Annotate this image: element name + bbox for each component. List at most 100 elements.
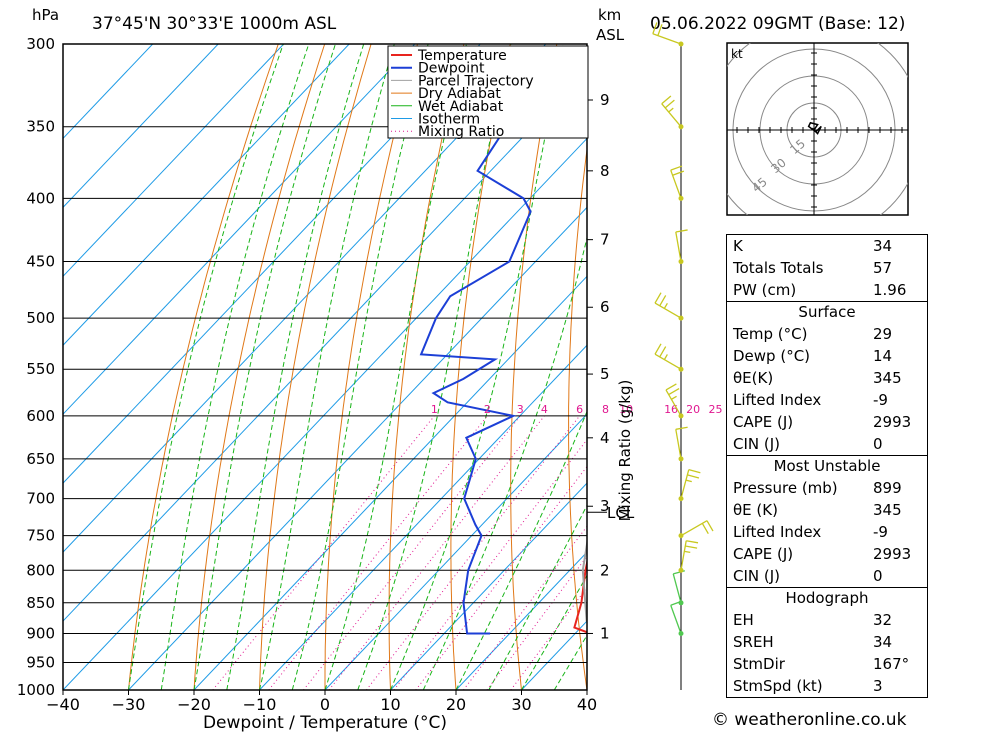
stat-row: CAPE (J) 2993: [733, 413, 912, 431]
dry-adiabat-line: [928, 44, 1000, 690]
legend-entry: Dewpoint: [418, 61, 485, 77]
isotherm-line: [455, 551, 587, 690]
pressure-tick-label: 450: [26, 253, 55, 271]
mixing-ratio-label: 20: [686, 403, 700, 416]
pressure-tick-label: 650: [26, 450, 55, 468]
wet-adiabat-line: [390, 44, 565, 690]
dry-adiabat-line: [193, 44, 326, 690]
x-tick-label: 40: [577, 695, 597, 714]
wind-barb: [675, 231, 682, 262]
km-tick-label: 5: [600, 365, 610, 383]
isotherm-line: [63, 137, 587, 690]
mixing-ratio-label: 16: [664, 403, 678, 416]
x-tick-label: 0: [320, 695, 330, 714]
isotherm-line: [128, 206, 587, 690]
lcl-label: LCL: [607, 504, 635, 522]
wind-station-dot: [678, 366, 684, 372]
pressure-tick-label: 500: [26, 309, 55, 327]
wind-barb-flag: [687, 474, 700, 479]
dry-adiabat-line: [259, 44, 372, 690]
hodograph-unit: kt: [731, 47, 743, 61]
dry-adiabat-line: [975, 44, 1000, 690]
wind-station-dot: [678, 496, 684, 502]
wind-barb-flag: [701, 523, 709, 535]
stat-row: Temp (°C) 29: [733, 325, 893, 343]
stat-row: EH 32: [733, 611, 893, 629]
stat-row-totals: Totals Totals 57: [733, 259, 893, 277]
wind-station-dot: [678, 195, 684, 201]
wind-barb-half: [663, 302, 668, 309]
stat-row: Pressure (mb) 899: [733, 479, 902, 497]
isotherm-line: [63, 44, 350, 346]
wind-barb: [680, 540, 687, 571]
pressure-tick-label: 950: [26, 653, 55, 671]
x-axis-title: Dewpoint / Temperature (°C): [203, 713, 447, 733]
stat-row: Lifted Index -9: [733, 391, 888, 409]
mixing-ratio-label: 2: [484, 403, 491, 416]
stat-row: StmDir 167°: [733, 655, 910, 673]
stat-row: θE(K) 345: [733, 369, 902, 387]
wind-barb: [680, 469, 690, 499]
pressure-tick-label: 350: [26, 118, 55, 136]
legend-entry: Mixing Ratio: [418, 124, 504, 140]
legend-entry: Parcel Trajectory: [418, 73, 534, 89]
x-tick-label: 30: [511, 695, 531, 714]
wind-barb-flag: [675, 229, 688, 233]
x-tick-label: −20: [177, 695, 211, 714]
mixing-ratio-line: [366, 415, 580, 690]
isotherm-line: [193, 275, 587, 690]
km-tick-label: 1: [600, 624, 610, 642]
mixing-ratio-label: 25: [709, 403, 723, 416]
mixing-ratio-label: 4: [541, 403, 548, 416]
hodograph-title: Hodograph: [727, 587, 927, 609]
pressure-tick-label: 300: [26, 35, 55, 53]
dry-adiabat-line: [625, 44, 653, 690]
wind-barb: [672, 573, 682, 603]
pressure-tick-label: 400: [26, 189, 55, 207]
pressure-tick-label: 550: [26, 360, 55, 378]
mixing-ratio-axis-title: Mixing Ratio (g/kg): [616, 380, 634, 522]
wind-barb: [665, 389, 682, 417]
wind-barb-flag: [654, 343, 662, 355]
wind-station-dot: [678, 413, 684, 419]
wind-barb-flag: [686, 540, 699, 544]
km-tick-label: 4: [600, 429, 610, 447]
pressure-tick-label: 900: [26, 624, 55, 642]
isotherm-line: [63, 44, 481, 484]
wind-barb-half: [671, 395, 677, 400]
stat-row-k: K 34: [733, 237, 893, 255]
wet-adiabat-line: [455, 410, 587, 690]
isotherm-line: [259, 344, 587, 690]
wind-barb-flag: [670, 165, 683, 171]
wind-station-dot: [678, 533, 684, 539]
stat-row: Lifted Index -9: [733, 523, 888, 541]
dry-adiabat-line: [568, 146, 587, 690]
wind-barb-flag: [661, 95, 672, 105]
pressure-tick-label: 750: [26, 527, 55, 545]
stat-row: CIN (J) 0: [733, 435, 883, 453]
legend-entry: Wet Adiabat: [418, 99, 504, 115]
wind-barb-half: [668, 107, 674, 113]
wind-barb: [670, 169, 682, 199]
pressure-tick-label: 700: [26, 490, 55, 508]
wind-station-dot: [678, 315, 684, 321]
surface-title: Surface: [727, 301, 927, 323]
dry-adiabat-line: [679, 44, 718, 690]
wind-station-dot: [678, 567, 684, 573]
wind-station-dot: [678, 600, 684, 606]
chart-title: 37°45'N 30°33'E 1000m ASL: [92, 14, 337, 34]
mixing-ratio-label: 10: [619, 403, 633, 416]
legend-entry: Dry Adiabat: [418, 86, 501, 102]
isotherm-line: [63, 44, 547, 553]
x-tick-label: −10: [243, 695, 277, 714]
mixing-ratio-line: [415, 465, 587, 690]
wet-adiabat-line: [128, 44, 284, 690]
credit-link[interactable]: © weatheronline.co.uk: [712, 710, 907, 730]
mixing-ratio-label: 8: [602, 403, 609, 416]
stat-row-pw: PW (cm) 1.96: [733, 281, 907, 299]
wind-barb-flag: [665, 383, 677, 391]
wind-barb-flag: [672, 170, 685, 176]
surface-section: Surface Temp (°C) 29 Dewp (°C) 14 θE(K) 345…: [727, 301, 927, 455]
wind-barb-flag: [706, 520, 714, 532]
